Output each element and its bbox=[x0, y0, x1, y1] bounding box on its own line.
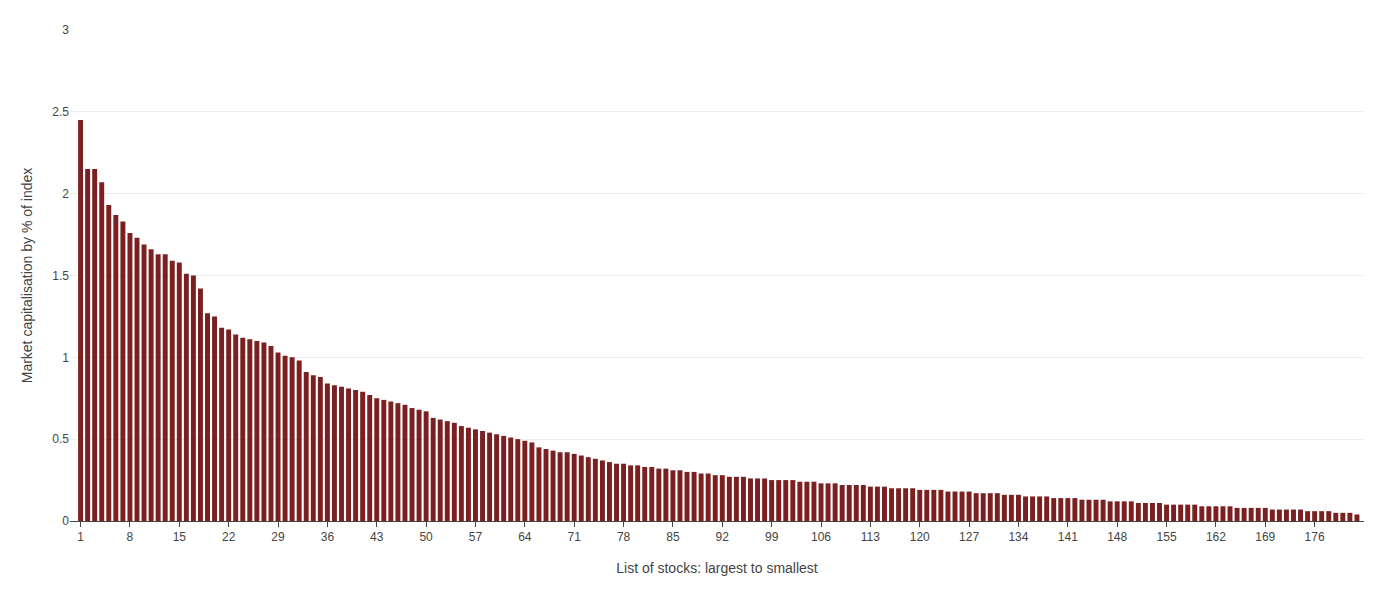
svg-text:15: 15 bbox=[173, 530, 187, 544]
svg-text:127: 127 bbox=[959, 530, 979, 544]
svg-text:113: 113 bbox=[861, 530, 880, 544]
svg-text:155: 155 bbox=[1157, 530, 1177, 544]
svg-text:1: 1 bbox=[77, 530, 84, 544]
svg-text:99: 99 bbox=[765, 530, 779, 544]
svg-text:Market capitalisation by % of: Market capitalisation by % of index bbox=[19, 168, 35, 384]
svg-text:78: 78 bbox=[617, 530, 631, 544]
svg-text:3: 3 bbox=[62, 23, 69, 37]
svg-text:162: 162 bbox=[1206, 530, 1226, 544]
svg-text:50: 50 bbox=[419, 530, 433, 544]
svg-text:1: 1 bbox=[62, 351, 69, 365]
svg-text:148: 148 bbox=[1107, 530, 1127, 544]
svg-text:92: 92 bbox=[716, 530, 730, 544]
svg-text:0.5: 0.5 bbox=[52, 432, 69, 446]
svg-text:43: 43 bbox=[370, 530, 384, 544]
svg-text:134: 134 bbox=[1008, 530, 1028, 544]
svg-text:64: 64 bbox=[518, 530, 532, 544]
svg-text:57: 57 bbox=[469, 530, 483, 544]
svg-text:169: 169 bbox=[1255, 530, 1275, 544]
svg-text:1.5: 1.5 bbox=[52, 269, 69, 283]
svg-text:71: 71 bbox=[568, 530, 582, 544]
svg-text:2: 2 bbox=[62, 187, 69, 201]
svg-text:141: 141 bbox=[1058, 530, 1078, 544]
svg-text:List of stocks: largest to sma: List of stocks: largest to smallest bbox=[616, 560, 818, 576]
svg-text:2.5: 2.5 bbox=[52, 105, 69, 119]
svg-text:120: 120 bbox=[910, 530, 930, 544]
svg-text:22: 22 bbox=[222, 530, 236, 544]
svg-text:0: 0 bbox=[62, 514, 69, 528]
svg-text:106: 106 bbox=[811, 530, 831, 544]
svg-text:8: 8 bbox=[127, 530, 134, 544]
svg-text:36: 36 bbox=[321, 530, 335, 544]
svg-text:29: 29 bbox=[271, 530, 285, 544]
svg-text:85: 85 bbox=[666, 530, 680, 544]
svg-text:176: 176 bbox=[1305, 530, 1325, 544]
